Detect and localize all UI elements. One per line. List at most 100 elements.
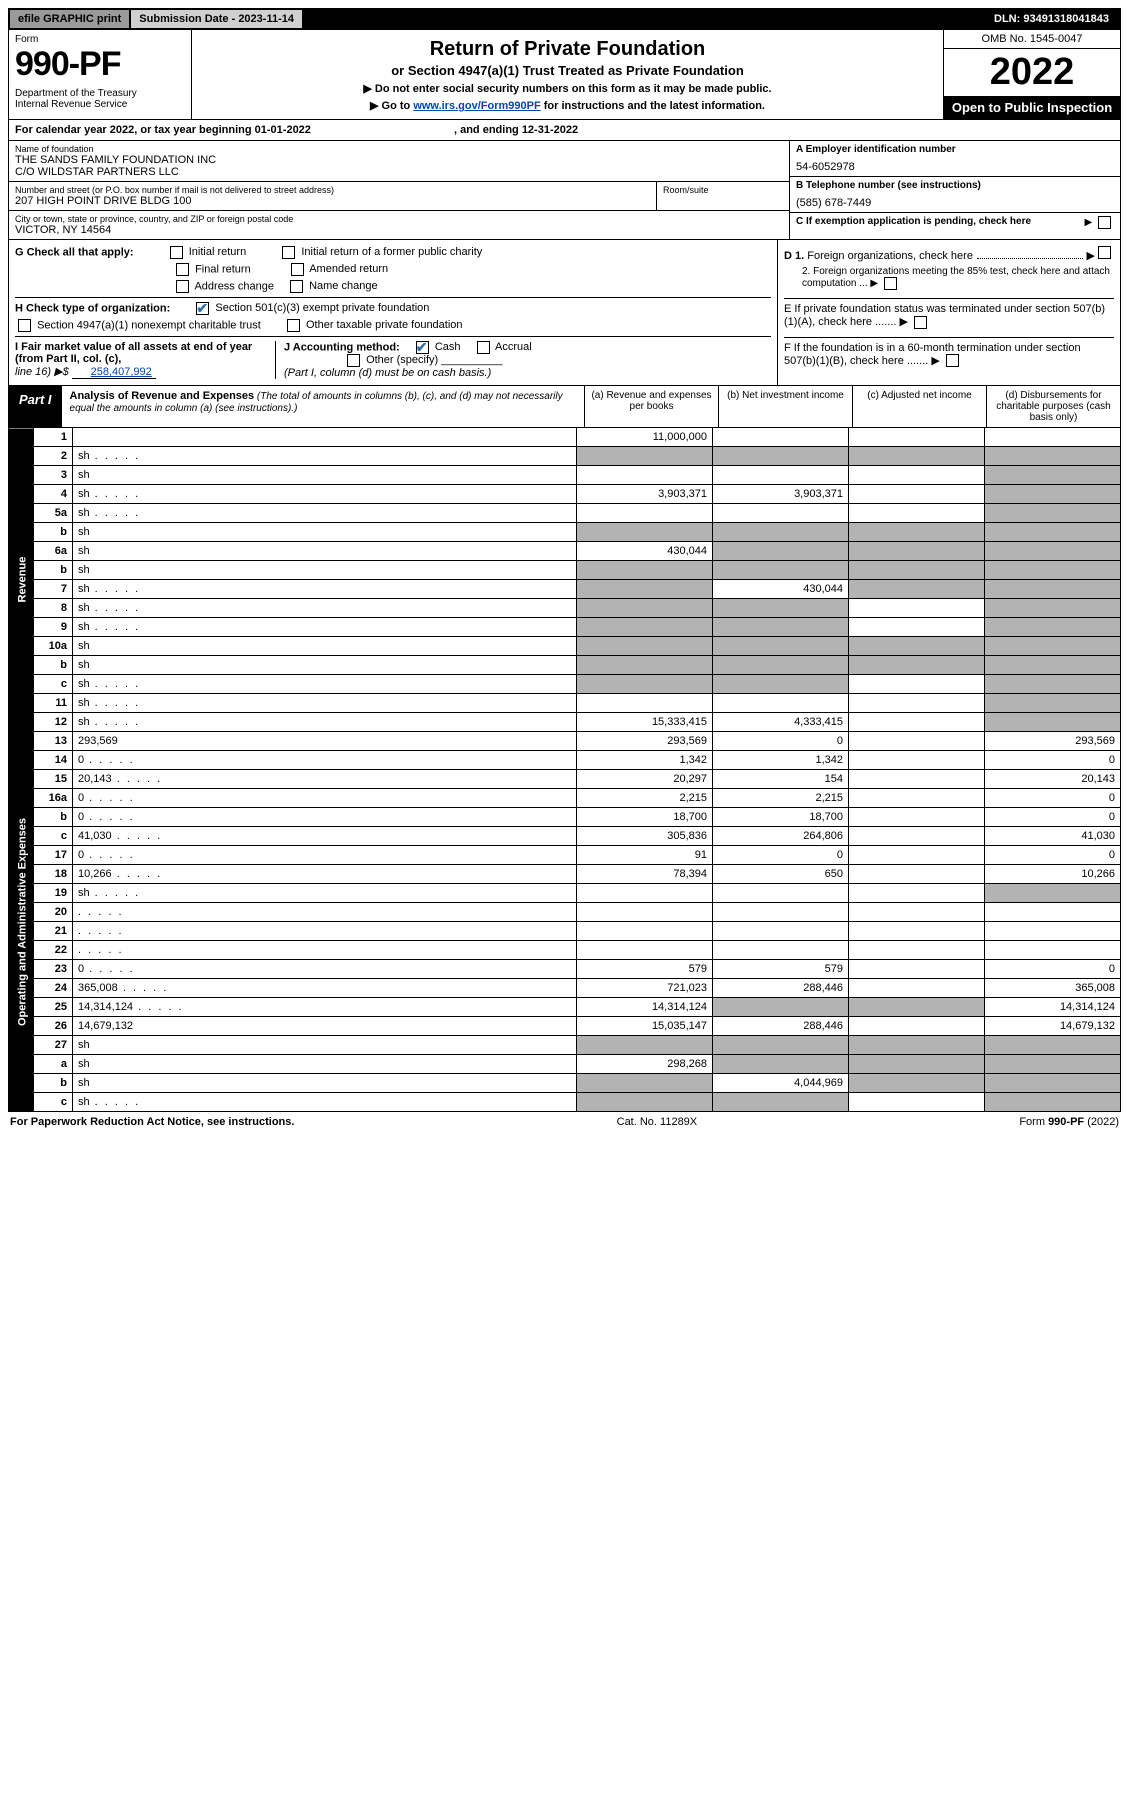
line-description: sh <box>73 542 577 561</box>
foundation-info: Name of foundation THE SANDS FAMILY FOUN… <box>8 141 1121 240</box>
table-cell <box>713 523 849 542</box>
table-row: c 41,030 305,836264,80641,030 <box>9 827 1121 846</box>
h-501c3-checkbox[interactable] <box>196 302 209 315</box>
table-cell: 0 <box>985 846 1121 865</box>
efile-print[interactable]: efile GRAPHIC print <box>10 10 131 28</box>
table-row: 26 14,679,132 15,035,147288,44614,679,13… <box>9 1017 1121 1036</box>
submission-date: Submission Date - 2023-11-14 <box>131 10 304 28</box>
table-cell: 579 <box>713 960 849 979</box>
line-description: sh <box>73 561 577 580</box>
form-header: Form 990-PF Department of the Treasury I… <box>8 30 1121 120</box>
table-cell <box>849 941 985 960</box>
g-addrchange-checkbox[interactable] <box>176 280 189 293</box>
h-other-checkbox[interactable] <box>287 319 300 332</box>
col-a-header: (a) Revenue and expenses per books <box>584 386 718 427</box>
line-description <box>73 903 577 922</box>
table-cell <box>985 922 1121 941</box>
line-number: 14 <box>34 751 73 770</box>
form-title: Return of Private Foundation <box>198 38 937 61</box>
c-checkbox[interactable] <box>1098 216 1111 229</box>
part1-desc: Analysis of Revenue and Expenses (The to… <box>62 386 584 427</box>
form-subtitle: or Section 4947(a)(1) Trust Treated as P… <box>198 63 937 78</box>
table-cell <box>985 694 1121 713</box>
foundation-address: 207 HIGH POINT DRIVE BLDG 100 <box>15 195 650 207</box>
check-right: D 1. Foreign organizations, check here▶ … <box>777 240 1120 385</box>
table-cell: 14,314,124 <box>985 998 1121 1017</box>
g-final-checkbox[interactable] <box>176 263 189 276</box>
check-left: G Check all that apply: Initial return I… <box>9 240 777 385</box>
line-number: 9 <box>34 618 73 637</box>
g-namechange-checkbox[interactable] <box>290 280 303 293</box>
table-row: 17 0 9100 <box>9 846 1121 865</box>
table-cell <box>985 618 1121 637</box>
d2-row: 2. Foreign organizations meeting the 85%… <box>784 266 1114 290</box>
table-cell <box>713 599 849 618</box>
table-cell: 0 <box>985 789 1121 808</box>
line-description: sh <box>73 713 577 732</box>
part1-label: Part I <box>9 386 62 427</box>
e-label: E If private foundation status was termi… <box>784 303 1105 328</box>
tel-label: B Telephone number (see instructions) <box>796 180 1114 191</box>
g-amended: Amended return <box>309 263 388 275</box>
dept-label: Department of the Treasury <box>15 88 185 99</box>
table-cell <box>849 504 985 523</box>
info-left: Name of foundation THE SANDS FAMILY FOUN… <box>9 141 789 239</box>
table-cell <box>849 1036 985 1055</box>
table-cell <box>577 618 713 637</box>
ein-value: 54-6052978 <box>796 161 1114 173</box>
table-row: 2 sh <box>9 447 1121 466</box>
table-cell: 293,569 <box>577 732 713 751</box>
j-note: (Part I, column (d) must be on cash basi… <box>284 367 491 379</box>
g-initial-former-checkbox[interactable] <box>282 246 295 259</box>
line-number: 3 <box>34 466 73 485</box>
line-description: sh <box>73 1093 577 1112</box>
table-cell <box>849 561 985 580</box>
line-description: sh <box>73 466 577 485</box>
table-cell: 154 <box>713 770 849 789</box>
g-namechange: Name change <box>309 280 378 292</box>
table-cell <box>849 884 985 903</box>
table-cell <box>713 675 849 694</box>
d2-checkbox[interactable] <box>884 277 897 290</box>
table-cell: 20,143 <box>985 770 1121 789</box>
dln-number: DLN: 93491318041843 <box>986 10 1119 28</box>
table-cell: 0 <box>985 808 1121 827</box>
table-cell: 2,215 <box>577 789 713 808</box>
g-initial-checkbox[interactable] <box>170 246 183 259</box>
revenue-side-label: Revenue <box>9 428 34 732</box>
j-other-checkbox[interactable] <box>347 354 360 367</box>
city-cell: City or town, state or province, country… <box>9 211 789 239</box>
d1-checkbox[interactable] <box>1098 246 1111 259</box>
table-row: c sh <box>9 1093 1121 1112</box>
i-value-link[interactable]: 258,407,992 <box>72 366 156 379</box>
table-cell <box>849 694 985 713</box>
g-addrchange: Address change <box>194 280 274 292</box>
j-accrual-checkbox[interactable] <box>477 341 490 354</box>
table-cell: 288,446 <box>713 979 849 998</box>
table-cell <box>713 466 849 485</box>
col-c-header: (c) Adjusted net income <box>852 386 986 427</box>
addr-label: Number and street (or P.O. box number if… <box>15 185 650 195</box>
line-description: sh <box>73 599 577 618</box>
j-cash-checkbox[interactable] <box>416 341 429 354</box>
table-cell: 430,044 <box>577 542 713 561</box>
g-amended-checkbox[interactable] <box>291 263 304 276</box>
h-4947-checkbox[interactable] <box>18 319 31 332</box>
irs-link[interactable]: www.irs.gov/Form990PF <box>413 100 540 112</box>
table-cell: 15,035,147 <box>577 1017 713 1036</box>
line-description: sh <box>73 618 577 637</box>
table-row: 8 sh <box>9 599 1121 618</box>
e-checkbox[interactable] <box>914 316 927 329</box>
g-row-2: Final return Amended return <box>173 263 771 276</box>
table-row: 24 365,008 721,023288,446365,008 <box>9 979 1121 998</box>
table-cell <box>577 523 713 542</box>
line-description: 41,030 <box>73 827 577 846</box>
table-cell <box>577 694 713 713</box>
table-row: 4 sh 3,903,3713,903,371 <box>9 485 1121 504</box>
g-initial: Initial return <box>189 246 246 258</box>
table-cell: 78,394 <box>577 865 713 884</box>
f-checkbox[interactable] <box>946 354 959 367</box>
line-number: 17 <box>34 846 73 865</box>
table-cell: 4,333,415 <box>713 713 849 732</box>
table-row: 20 <box>9 903 1121 922</box>
